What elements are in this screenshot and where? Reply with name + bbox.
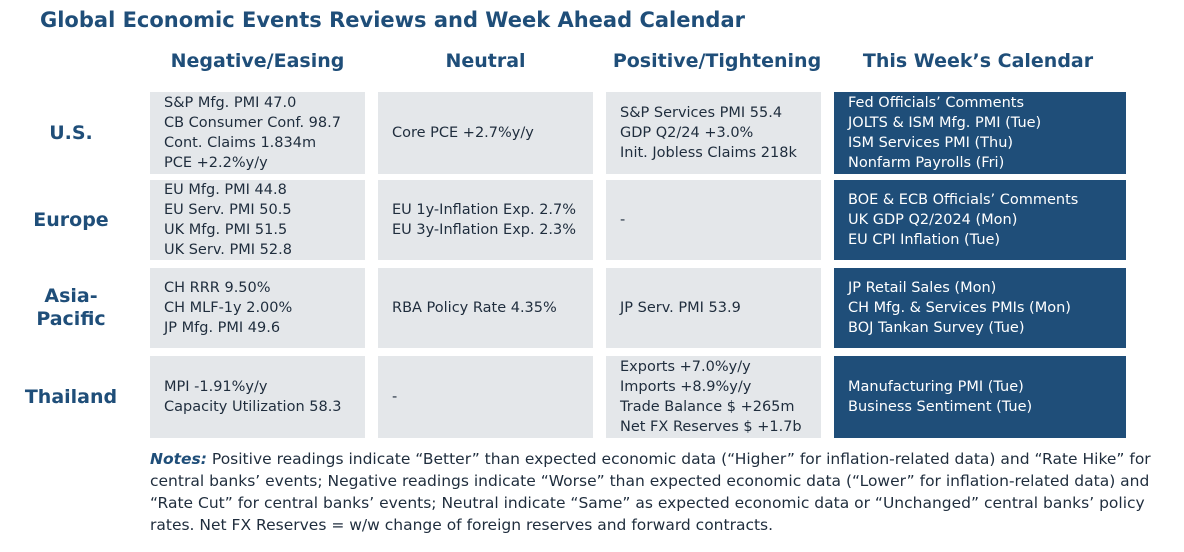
cell-item: PCE +2.2%y/y — [164, 155, 268, 171]
cell-item: JP Retail Sales (Mon) — [848, 280, 997, 296]
cell-item: Exports +7.0%y/y — [620, 359, 751, 375]
cell-item: BOE & ECB Officials’ Comments — [848, 192, 1079, 208]
cell-item: Core PCE +2.7%y/y — [392, 125, 534, 141]
cell-item: UK GDP Q2/2024 (Mon) — [848, 212, 1018, 228]
cell-item: S&P Services PMI 55.4 — [620, 105, 783, 121]
cell-item: JP Serv. PMI 53.9 — [620, 300, 741, 316]
cell-asia-neutral: RBA Policy Rate 4.35% — [378, 268, 593, 348]
cell-item: Imports +8.9%y/y — [620, 379, 752, 395]
cell-item: S&P Mfg. PMI 47.0 — [164, 95, 297, 111]
cell-item: CB Consumer Conf. 98.7 — [164, 115, 341, 131]
cell-item: GDP Q2/24 +3.0% — [620, 125, 754, 141]
cell-item: Init. Jobless Claims 218k — [620, 145, 797, 161]
cell-thailand-positive: Exports +7.0%y/y Imports +8.9%y/y Trade … — [606, 356, 821, 438]
cell-item: Nonfarm Payrolls (Fri) — [848, 155, 1005, 171]
cell-europe-positive: - — [606, 180, 821, 260]
cell-item: Manufacturing PMI (Tue) — [848, 379, 1024, 395]
cell-item: RBA Policy Rate 4.35% — [392, 300, 557, 316]
notes-label: Notes: — [150, 450, 207, 468]
cell-item: UK Mfg. PMI 51.5 — [164, 222, 288, 238]
cell-item: Cont. Claims 1.834m — [164, 135, 317, 151]
cell-us-negative: S&P Mfg. PMI 47.0 CB Consumer Conf. 98.7… — [150, 92, 365, 174]
notes-text: Positive readings indicate “Better” than… — [150, 450, 1151, 534]
cell-item: EU Serv. PMI 50.5 — [164, 202, 292, 218]
cell-item: EU Mfg. PMI 44.8 — [164, 182, 287, 198]
cell-item: BOJ Tankan Survey (Tue) — [848, 320, 1025, 336]
cell-item: Fed Officials’ Comments — [848, 95, 1024, 111]
cell-item: Business Sentiment (Tue) — [848, 399, 1033, 415]
row-label-europe: Europe — [33, 208, 109, 231]
row-label-thailand: Thailand — [24, 385, 118, 408]
cell-item: JOLTS & ISM Mfg. PMI (Tue) — [848, 115, 1042, 131]
cell-us-calendar: Fed Officials’ Comments JOLTS & ISM Mfg.… — [834, 92, 1126, 174]
cell-item: Trade Balance $ +265m — [620, 399, 795, 415]
cell-us-neutral: Core PCE +2.7%y/y — [378, 92, 593, 174]
cell-asia-negative: CH RRR 9.50% CH MLF-1y 2.00% JP Mfg. PMI… — [150, 268, 365, 348]
cell-item: - — [620, 212, 626, 228]
row-label-us: U.S. — [49, 121, 93, 144]
column-header-calendar: This Week’s Calendar — [862, 50, 1094, 72]
cell-item: - — [392, 389, 398, 405]
cell-item: MPI -1.91%y/y — [164, 379, 268, 395]
cell-item: ISM Services PMI (Thu) — [848, 135, 1014, 151]
column-header-positive: Positive/Tightening — [612, 50, 822, 72]
cell-europe-calendar: BOE & ECB Officials’ Comments UK GDP Q2/… — [834, 180, 1126, 260]
cell-item: UK Serv. PMI 52.8 — [164, 242, 292, 258]
cell-item: EU 3y-Inflation Exp. 2.3% — [392, 222, 577, 238]
cell-asia-positive: JP Serv. PMI 53.9 — [606, 268, 821, 348]
notes-paragraph: Notes: Positive readings indicate “Bette… — [150, 448, 1174, 536]
cell-item: EU 1y-Inflation Exp. 2.7% — [392, 202, 577, 218]
cell-thailand-calendar: Manufacturing PMI (Tue) Business Sentime… — [834, 356, 1126, 438]
cell-item: CH Mfg. & Services PMIs (Mon) — [848, 300, 1071, 316]
column-header-negative: Negative/Easing — [170, 50, 345, 72]
cell-item: Net FX Reserves $ +1.7b — [620, 419, 802, 435]
row-label-asia-pacific: Asia- Pacific — [16, 268, 126, 348]
cell-item: CH MLF-1y 2.00% — [164, 300, 293, 316]
cell-europe-neutral: EU 1y-Inflation Exp. 2.7% EU 3y-Inflatio… — [378, 180, 593, 260]
cell-thailand-neutral: - — [378, 356, 593, 438]
cell-item: Capacity Utilization 58.3 — [164, 399, 342, 415]
row-label-line: Asia- — [44, 285, 98, 307]
cell-asia-calendar: JP Retail Sales (Mon) CH Mfg. & Services… — [834, 268, 1126, 348]
column-header-neutral: Neutral — [445, 50, 526, 72]
cell-item: EU CPI Inflation (Tue) — [848, 232, 1001, 248]
cell-thailand-negative: MPI -1.91%y/y Capacity Utilization 58.3 — [150, 356, 365, 438]
cell-us-positive: S&P Services PMI 55.4 GDP Q2/24 +3.0% In… — [606, 92, 821, 174]
cell-europe-negative: EU Mfg. PMI 44.8 EU Serv. PMI 50.5 UK Mf… — [150, 180, 365, 260]
cell-item: JP Mfg. PMI 49.6 — [164, 320, 281, 336]
page-title: Global Economic Events Reviews and Week … — [40, 8, 745, 32]
cell-item: CH RRR 9.50% — [164, 280, 271, 296]
row-label-line: Pacific — [36, 308, 106, 330]
